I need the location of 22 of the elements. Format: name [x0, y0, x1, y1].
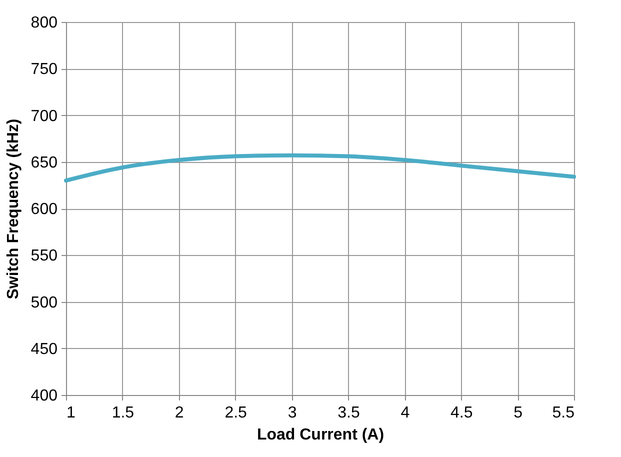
- x-tick-label: 5: [514, 404, 523, 422]
- x-tick-label: 3: [288, 404, 297, 422]
- x-tick-label: 2: [174, 404, 184, 422]
- x-tick-label: 1: [66, 404, 76, 422]
- y-tick-label: 700: [30, 108, 58, 125]
- y-tick-label: 500: [30, 294, 58, 312]
- y-tick-label: 800: [30, 14, 58, 32]
- x-tick-label: 5.5: [552, 404, 575, 422]
- y-axis-title: Switch Frequency (kHz): [4, 118, 22, 300]
- x-tick-label: 1.5: [112, 404, 134, 422]
- line-series: [64, 153, 576, 183]
- x-tick-label: 4: [400, 404, 410, 422]
- y-tick-label: 550: [30, 248, 58, 265]
- x-tick-label: 3.5: [338, 404, 360, 422]
- x-tick-label: 4.5: [450, 404, 473, 422]
- y-tick-label: 750: [30, 61, 58, 78]
- y-tick-label: 450: [30, 340, 58, 358]
- x-tick-label: 2.5: [224, 404, 248, 422]
- y-tick-label: 650: [30, 154, 58, 172]
- y-tick-label: 400: [30, 388, 58, 404]
- x-axis-title: Load Current (A): [256, 426, 384, 444]
- y-tick-label: 600: [30, 201, 58, 218]
